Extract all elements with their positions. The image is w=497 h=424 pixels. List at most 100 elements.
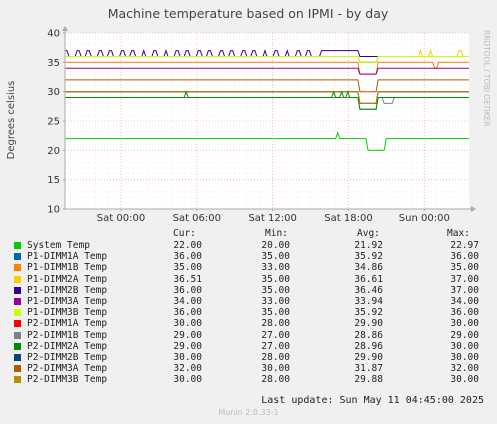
legend-avg-value: 36.46	[354, 284, 383, 296]
legend-row: P2-DIMM1B Temp 29.00 27.00 28.86 29.00	[0, 330, 497, 342]
legend-max-value: 35.00	[450, 262, 479, 274]
temperature-chart: Machine temperature based on IPMI - by d…	[6, 6, 491, 224]
legend-row: P2-DIMM3B Temp 30.00 28.00 29.88 30.00	[0, 374, 497, 386]
x-tick-label: Sat 06:00	[173, 213, 221, 224]
chart-title: Machine temperature based on IPMI - by d…	[108, 6, 389, 21]
axes: 10 15 20 25 30 35 40 Sat 00:00 Sat 06:00 Sat 12:0…	[47, 26, 476, 224]
legend-series-name: P2-DIMM1A Temp	[27, 318, 108, 330]
x-tick-label: Sun 00:00	[399, 213, 450, 224]
x-tick-label: Sat 12:00	[248, 213, 296, 224]
legend-max-value: 34.00	[450, 296, 479, 307]
legend-cur-value: 35.00	[173, 262, 202, 274]
munin-version: Munin 2.0.33-1	[218, 408, 279, 417]
legend-row: P1-DIMM1B Temp 35.00 33.00 34.86 35.00	[0, 262, 497, 274]
legend-max-value: 32.00	[450, 363, 479, 375]
legend-cur-value: 32.00	[173, 363, 202, 375]
legend-cur-value: 29.00	[173, 329, 202, 341]
legend-series-name: P2-DIMM2B Temp	[27, 352, 108, 363]
legend-cur-value: 34.00	[173, 296, 202, 307]
rrdtool-watermark: RRDTOOL / TOBI OETIKER	[482, 30, 491, 127]
legend-swatch	[14, 264, 21, 272]
legend-cur-value: 36.00	[173, 284, 202, 296]
legend-cur-value: 36.00	[173, 251, 202, 263]
legend-swatch	[14, 331, 21, 339]
y-tick-label: 40	[47, 29, 60, 40]
legend-series-name: System Temp	[27, 240, 90, 251]
series-line-system-temp	[65, 131, 469, 151]
legend-min-value: 20.00	[261, 240, 290, 251]
legend-series-name: P2-DIMM1B Temp	[27, 329, 108, 341]
legend-max-value: 30.00	[450, 352, 479, 363]
legend-row: P2-DIMM3A Temp 32.00 30.00 31.87 32.00	[0, 363, 497, 375]
legend-max-value: 29.00	[450, 329, 479, 341]
legend-max-value: 37.00	[450, 273, 479, 285]
legend-series-name: P1-DIMM3A Temp	[27, 296, 108, 307]
y-axis-label: Degrees celsius	[6, 81, 17, 160]
series-line-p2-dimm3a-temp	[65, 79, 469, 93]
legend-row: P2-DIMM2B Temp 30.00 28.00 29.90 30.00	[0, 352, 497, 364]
legend-swatch	[14, 354, 21, 361]
legend-row: P2-DIMM2A Temp 29.00 27.00 28.96 30.00	[0, 341, 497, 353]
legend-row: P1-DIMM2A Temp 36.51 35.00 36.61 37.00	[0, 274, 497, 286]
series-line-p1-dimm3b-temp	[65, 56, 469, 63]
legend-cur-value: 36.00	[173, 307, 202, 319]
x-tick-label: Sat 00:00	[97, 213, 145, 224]
legend-series-name: P1-DIMM1A Temp	[27, 251, 108, 263]
column-header-min: Min:	[265, 228, 288, 239]
legend-avg-value: 29.88	[354, 374, 383, 386]
legend-series-name: P2-DIMM3A Temp	[27, 363, 108, 375]
legend-avg-value: 31.87	[354, 363, 383, 375]
legend-avg-value: 35.92	[354, 251, 383, 263]
legend-swatch	[14, 342, 21, 350]
legend-max-value: 30.00	[450, 340, 479, 352]
series-line-p2-dimm2a-temp	[65, 90, 469, 110]
series-line-p1-dimm3a-temp	[65, 67, 469, 75]
legend-row: System Temp 22.00 20.00 21.92 22.97	[0, 240, 497, 252]
legend-series-name: P1-DIMM3B Temp	[27, 307, 108, 319]
legend-min-value: 35.00	[261, 284, 290, 296]
legend-cur-value: 30.00	[173, 374, 202, 386]
legend-cur-value: 36.51	[173, 273, 202, 285]
legend-min-value: 28.00	[261, 352, 290, 363]
legend-min-value: 27.00	[261, 340, 290, 352]
y-tick-label: 25	[47, 117, 60, 128]
legend-swatch	[14, 365, 21, 373]
legend-avg-value: 34.86	[354, 262, 383, 274]
legend-avg-value: 28.86	[354, 329, 383, 341]
legend-avg-value: 29.90	[354, 318, 383, 330]
legend-min-value: 28.00	[261, 318, 290, 330]
legend-series-name: P1-DIMM2B Temp	[27, 284, 108, 296]
legend-max-value: 22.97	[450, 240, 479, 251]
legend-max-value: 36.00	[450, 251, 479, 263]
legend-avg-value: 33.94	[354, 296, 383, 307]
legend-cur-value: 30.00	[173, 352, 202, 363]
legend-cur-value: 30.00	[173, 318, 202, 330]
series-line-p2-dimm3b-temp	[65, 91, 469, 104]
legend-min-value: 35.00	[261, 307, 290, 319]
legend-min-value: 33.00	[261, 262, 290, 274]
legend-max-value: 30.00	[450, 318, 479, 330]
legend-series-name: P2-DIMM2A Temp	[27, 340, 108, 352]
legend-max-value: 37.00	[450, 284, 479, 296]
legend-min-value: 35.00	[261, 251, 290, 263]
legend-swatch	[14, 242, 21, 249]
series-line-p1-dimm1b-temp	[65, 61, 469, 75]
legend-series-name: P1-DIMM1B Temp	[27, 262, 108, 274]
legend-avg-value: 21.92	[354, 240, 383, 251]
x-axis-arrow	[471, 206, 476, 212]
series-lines	[65, 49, 469, 151]
legend-swatch	[14, 298, 21, 305]
y-tick-label: 20	[47, 146, 60, 157]
y-tick-label: 35	[47, 58, 60, 69]
y-tick-label: 15	[47, 175, 60, 186]
legend-avg-value: 28.96	[354, 340, 383, 352]
y-tick-label: 30	[47, 87, 60, 98]
legend-row: P1-DIMM3B Temp 36.00 35.00 35.92 36.00	[0, 307, 497, 319]
legend-swatch	[14, 253, 21, 261]
legend-swatch	[14, 275, 21, 283]
legend-max-value: 30.00	[450, 374, 479, 386]
legend-cur-value: 22.00	[173, 240, 202, 251]
legend-series-name: P1-DIMM2A Temp	[27, 273, 108, 285]
legend-swatch	[14, 320, 21, 328]
legend-row: P1-DIMM2B Temp 36.00 35.00 36.46 37.00	[0, 285, 497, 297]
